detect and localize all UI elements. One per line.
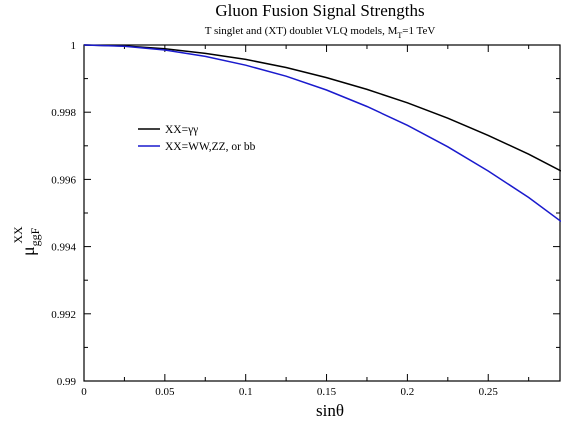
- x-axis: 0 0.05 0.1 0.15 0.2 0.25: [81, 45, 530, 398]
- y-tick-label: 0.99: [57, 376, 77, 388]
- y-tick-label: 0.992: [51, 309, 76, 321]
- svg-text:μggFXX: μggFXX: [11, 226, 42, 256]
- y-label-subscript: ggF: [28, 227, 42, 246]
- y-axis-label: μggFXX: [11, 226, 42, 256]
- subtitle-prefix: T singlet and (XT) doublet VLQ models, M: [205, 25, 398, 37]
- x-tick-label: 0.2: [401, 386, 415, 398]
- legend: XX=γγ XX=WW,ZZ, or bb: [138, 124, 256, 153]
- series-line-2: [83, 44, 561, 223]
- legend-label: XX=WW,ZZ, or bb: [165, 141, 256, 153]
- y-axis: 0.99 0.992 0.994 0.996 0.998 1: [51, 40, 560, 388]
- y-tick-label: 0.994: [51, 242, 76, 254]
- x-tick-label: 0.15: [317, 386, 337, 398]
- plot-frame: [83, 44, 561, 382]
- y-tick-label: 1: [71, 40, 77, 52]
- y-tick-label: 0.996: [51, 174, 76, 186]
- x-tick-label: 0.1: [239, 386, 253, 398]
- legend-label: XX=γγ: [165, 124, 198, 136]
- x-axis-label: sinθ: [316, 401, 344, 420]
- x-tick-label: 0: [81, 386, 87, 398]
- x-tick-label: 0.25: [479, 386, 499, 398]
- y-label-base: μ: [18, 246, 38, 256]
- series-lines: [83, 44, 561, 223]
- y-tick-label: 0.998: [51, 107, 76, 119]
- chart-title: Gluon Fusion Signal Strengths: [215, 1, 424, 20]
- series-line-1: [83, 44, 561, 172]
- x-tick-label: 0.05: [155, 386, 175, 398]
- subtitle-subscript: T: [397, 31, 402, 40]
- plot-border: [83, 44, 561, 382]
- subtitle-suffix: =1 TeV: [402, 25, 435, 37]
- y-label-superscript: XX: [11, 226, 25, 244]
- chart-subtitle: T singlet and (XT) doublet VLQ models, M…: [205, 25, 436, 40]
